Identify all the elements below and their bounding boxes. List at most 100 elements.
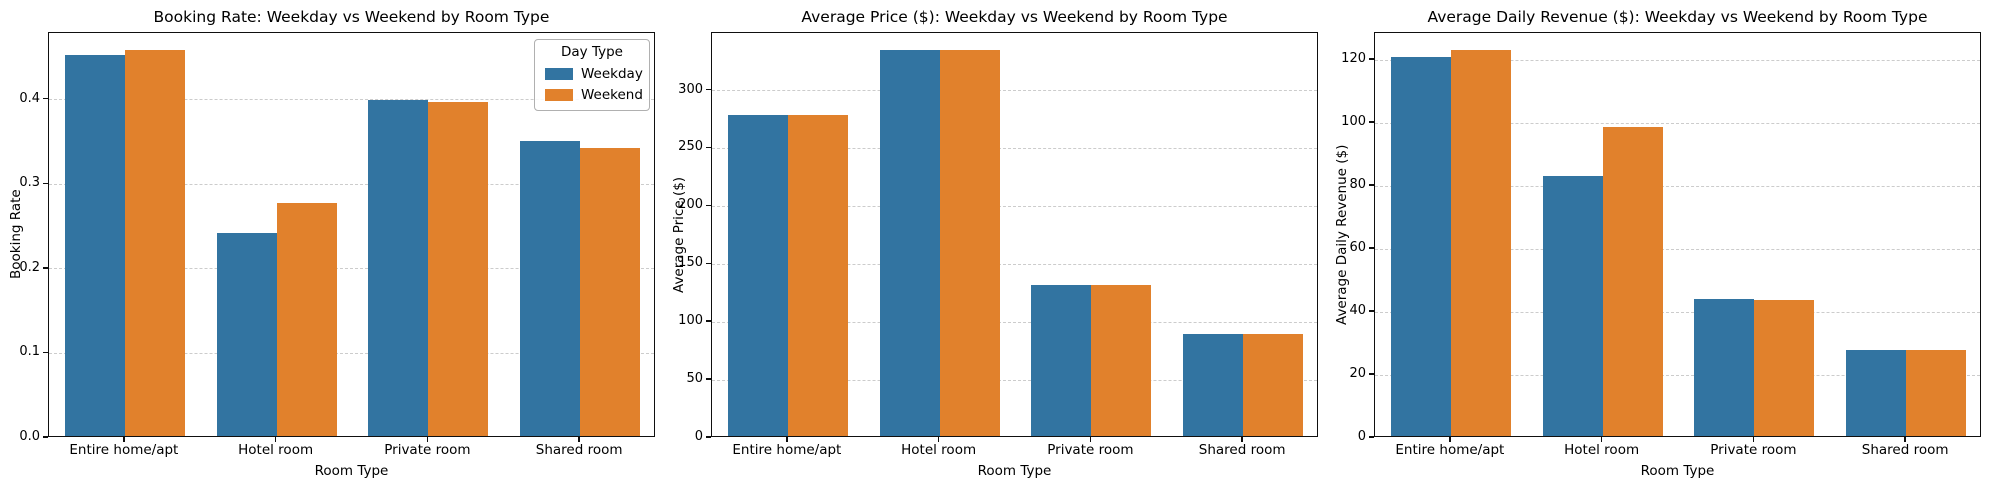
tick-mark [1369,58,1374,60]
legend: Day Type Weekday Weekend [534,39,650,111]
x-tick-label-entire-home-apt: Entire home/apt [69,442,179,458]
gridline [712,90,1317,92]
plot-area [711,32,1318,437]
bar-weekend-entire-home-apt [787,115,848,436]
x-tick-label-private-room: Private room [1047,442,1134,458]
tick-mark [1241,437,1243,442]
tick-mark [43,182,48,184]
y-tick-label: 200 [678,197,703,213]
x-tick-label-hotel-room: Hotel room [901,442,977,458]
x-tick-label-hotel-room: Hotel room [1564,442,1640,458]
bar-weekend-private-room [428,101,489,436]
legend-label-weekend: Weekend [581,86,643,103]
x-axis-label: Room Type [977,463,1052,479]
tick-mark [937,437,940,442]
tick-mark [1752,437,1755,442]
x-tick-label-shared-room: Shared room [1198,442,1286,458]
bar-weekday-private-room [368,100,429,436]
tick-mark [706,436,711,438]
tick-mark [706,88,711,91]
tick-mark [123,437,125,442]
gridline [49,183,654,185]
tick-mark [43,267,48,269]
bar-weekday-private-room [1694,299,1755,436]
tick-mark [1449,437,1451,442]
chart-panel-average-daily-revenue: Average Daily Revenue ($): Weekday vs We… [1326,0,1989,490]
gridline [712,321,1317,323]
chart-title: Average Price ($): Weekday vs Weekend by… [801,8,1228,26]
y-tick-label: 100 [678,313,703,329]
gridline [712,379,1317,381]
legend-title: Day Type [561,44,623,60]
tick-mark [1369,310,1374,312]
gridline [1375,374,1980,376]
bar-weekday-hotel-room [216,233,277,436]
tick-mark [1089,437,1092,442]
bar-weekday-entire-home-apt [64,55,125,436]
bar-weekday-entire-home-apt [727,115,788,436]
tick-mark [1904,437,1906,442]
tick-mark [706,320,711,322]
y-tick-label: 100 [1341,114,1366,130]
tick-mark [274,437,277,442]
gridline [49,352,654,354]
x-tick-label-entire-home-apt: Entire home/apt [1395,442,1505,458]
tick-mark [1369,247,1374,249]
gridline [712,263,1317,265]
bar-weekend-entire-home-apt [124,50,185,436]
y-tick-label: 20 [1349,366,1366,381]
tick-mark [43,351,48,354]
y-tick-label: 0.2 [19,259,40,275]
legend-swatch-weekday [545,67,573,80]
bar-weekday-shared-room [1183,334,1244,436]
y-tick-label: 150 [678,255,703,271]
tick-mark [1600,437,1603,442]
bar-weekday-shared-room [520,140,581,436]
bar-weekday-shared-room [1846,350,1907,436]
bar-weekend-hotel-room [276,203,337,436]
bar-weekday-private-room [1031,285,1092,436]
bar-weekday-hotel-room [1542,175,1603,436]
legend-swatch-weekend [545,88,573,101]
tick-mark [1369,373,1374,375]
legend-item-weekend: Weekend [535,84,649,105]
x-tick-label-shared-room: Shared room [535,442,623,458]
chart-panel-booking-rate: Booking Rate: Weekday vs Weekend by Room… [0,0,663,490]
x-tick-label-hotel-room: Hotel room [238,442,314,458]
chart-panel-average-price: Average Price ($): Weekday vs Weekend by… [663,0,1326,490]
chart-title: Average Daily Revenue ($): Weekday vs We… [1427,8,1928,26]
bar-weekend-entire-home-apt [1450,50,1511,436]
bar-weekend-shared-room [580,148,641,436]
gridline [49,99,654,101]
x-tick-label-private-room: Private room [384,442,471,458]
y-tick-label: 0 [1357,429,1366,444]
tick-mark [1369,121,1374,123]
gridline [1375,311,1980,313]
tick-mark [43,97,48,100]
bar-weekend-shared-room [1906,350,1967,436]
tick-mark [706,146,711,149]
y-tick-label: 0.4 [19,90,40,106]
legend-label-weekday: Weekday [581,65,643,82]
tick-mark [706,378,711,380]
bar-weekend-private-room [1091,285,1152,436]
y-tick-label: 120 [1341,51,1366,67]
gridline [1375,59,1980,61]
gridline [712,205,1317,207]
y-tick-label: 0.3 [19,175,40,191]
bar-weekday-hotel-room [879,50,940,436]
tick-mark [1369,436,1374,438]
x-tick-label-shared-room: Shared room [1861,442,1949,458]
legend-item-weekday: Weekday [535,63,649,84]
bar-weekend-hotel-room [939,50,1000,436]
y-tick-label: 250 [678,139,703,155]
gridline [1375,248,1980,250]
x-axis-label: Room Type [314,463,389,479]
gridline [1375,185,1980,187]
tick-mark [706,262,711,264]
y-tick-label: 60 [1349,240,1366,256]
gridline [712,147,1317,149]
y-tick-label: 0.1 [19,344,40,360]
plot-area [1374,32,1981,437]
